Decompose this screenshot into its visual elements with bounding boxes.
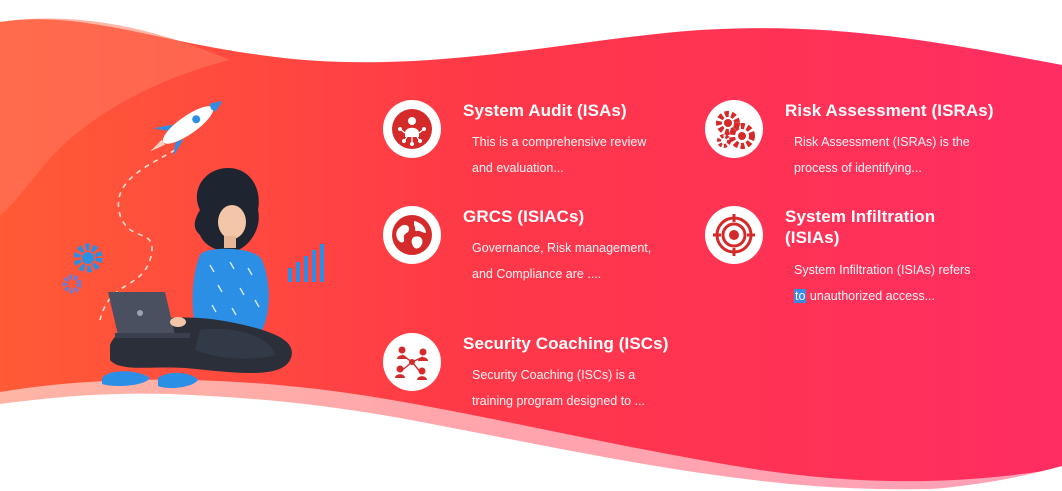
target-icon (705, 206, 763, 264)
service-description: Security Coaching (ISCs) is a training p… (472, 362, 702, 414)
description-line: Risk Assessment (ISRAs) is the (794, 135, 970, 149)
person-illustration (62, 100, 324, 388)
people-network-icon (383, 333, 441, 391)
gear-icon (62, 243, 103, 294)
globe-icon (383, 206, 441, 264)
description-line: process of identifying... (794, 161, 922, 175)
text-selection-highlight: to (794, 289, 807, 303)
gears-icon (705, 100, 763, 158)
service-description: System Infiltration (ISIAs) refers to un… (794, 257, 1034, 309)
service-title[interactable]: System Infiltration (ISIAs) (785, 207, 936, 247)
service-description: This is a comprehensive review and evalu… (472, 129, 702, 181)
description-line: Security Coaching (ISCs) is a (472, 368, 636, 382)
service-title[interactable]: Risk Assessment (ISRAs) (785, 101, 994, 120)
description-line-rest: unauthorized access... (806, 289, 935, 303)
description-line: to unauthorized access... (794, 283, 1034, 309)
service-description: Risk Assessment (ISRAs) is the process o… (794, 129, 1024, 181)
service-title[interactable]: Security Coaching (ISCs) (463, 334, 669, 353)
description-line: Governance, Risk management, (472, 241, 652, 255)
bar-chart-icon (288, 244, 324, 282)
laptop-icon (108, 292, 190, 338)
description-line: and evaluation... (472, 161, 564, 175)
description-line: and Compliance are .... (472, 267, 602, 281)
service-description: Governance, Risk management, and Complia… (472, 235, 702, 287)
description-line: This is a comprehensive review (472, 135, 647, 149)
rocket-icon (150, 100, 223, 157)
service-title[interactable]: GRCS (ISIACs) (463, 207, 585, 226)
network-person-icon (383, 100, 441, 158)
service-title[interactable]: System Audit (ISAs) (463, 101, 627, 120)
description-line: System Infiltration (ISIAs) refers (794, 263, 971, 277)
person-figure (102, 168, 292, 388)
description-line: training program designed to ... (472, 394, 646, 408)
